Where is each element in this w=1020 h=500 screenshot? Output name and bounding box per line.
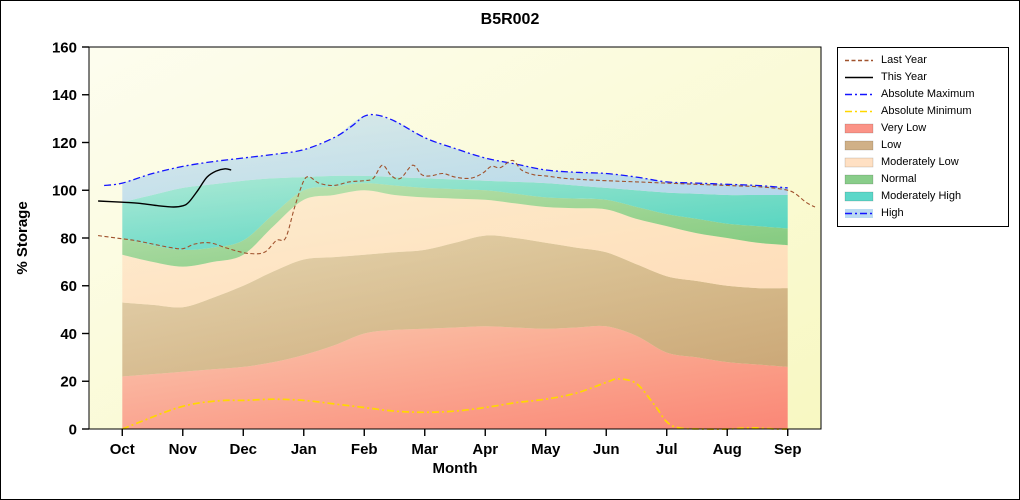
y-axis: 0 20 40 60 80 100 120 140 160 [52, 39, 89, 438]
legend-label: Moderately High [881, 190, 962, 202]
legend-swatch-this-year [845, 76, 873, 79]
legend-item: Absolute Maximum [844, 86, 1002, 103]
x-tick-label: Aug [713, 441, 742, 458]
y-tick-label: 120 [52, 135, 77, 152]
legend-item: Normal [844, 171, 1002, 188]
y-tick-label: 40 [60, 326, 77, 343]
y-tick-label: 60 [60, 278, 77, 295]
legend-item: Absolute Minimum [844, 103, 1002, 120]
band-normal [122, 183, 788, 267]
legend-label: High [881, 207, 904, 219]
x-tick-label: Sep [774, 441, 802, 458]
x-tick-label: Jan [291, 441, 317, 458]
x-tick-label: Apr [472, 441, 498, 458]
legend-label: Absolute Maximum [881, 88, 975, 100]
x-axis-title: Month [433, 460, 478, 477]
x-axis: Oct Nov Dec Jan Feb Mar Apr May Jun Jul Aug Sep [110, 429, 802, 458]
legend-item: Moderately Low [844, 154, 1002, 171]
y-tick-label: 20 [60, 374, 77, 391]
x-tick-label: May [531, 441, 561, 458]
legend-label: Normal [881, 173, 917, 185]
legend-swatch-normal [844, 174, 874, 185]
x-tick-label: Dec [229, 441, 257, 458]
legend-swatch-low [844, 140, 874, 151]
absolute-maximum-line [104, 113, 788, 189]
x-tick-label: Mar [411, 441, 438, 458]
absolute-minimum-line [121, 378, 788, 430]
band-moderately-low [122, 190, 788, 308]
legend-label: This Year [881, 71, 927, 83]
legend-item: High [844, 205, 1002, 222]
legend-swatch-very-low [844, 123, 874, 134]
legend-label: Absolute Minimum [881, 105, 972, 117]
legend-swatch-absolute-minimum [845, 110, 873, 113]
legend-item: Moderately High [844, 188, 1002, 205]
y-tick-label: 80 [60, 230, 77, 247]
legend-label: Very Low [881, 122, 927, 134]
band-very-low [122, 325, 788, 429]
legend-item: This Year [844, 69, 1002, 86]
band-high [122, 115, 788, 203]
legend-swatch-absolute-maximum [845, 93, 873, 96]
y-axis-title: % Storage [14, 201, 31, 274]
band-moderately-high [122, 175, 788, 250]
x-tick-label: Oct [110, 441, 135, 458]
last-year-line [98, 159, 816, 255]
x-tick-label: Feb [351, 441, 378, 458]
y-tick-label: 0 [69, 421, 77, 438]
y-tick-label: 140 [52, 87, 77, 104]
chart-legend: Last Year This Year Absolute Maximum Absolu… [837, 47, 1009, 227]
legend-swatch-last-year [845, 59, 873, 62]
legend-item: Last Year [844, 52, 1002, 69]
legend-swatch-moderately-low [844, 157, 874, 168]
x-tick-label: Jun [593, 441, 620, 458]
legend-label: Low [881, 139, 902, 151]
x-tick-label: Jul [656, 441, 678, 458]
legend-swatch-moderately-high [844, 191, 874, 202]
this-year-line [98, 168, 232, 208]
legend-item: Low [844, 137, 1002, 154]
legend-item: Very Low [844, 120, 1002, 137]
y-tick-label: 100 [52, 183, 77, 200]
band-low [122, 235, 788, 377]
chart-title: B5R002 [480, 11, 540, 28]
legend-swatch-high [845, 209, 873, 218]
y-tick-label: 160 [52, 39, 77, 56]
x-tick-label: Nov [169, 441, 198, 458]
legend-label: Last Year [881, 54, 927, 66]
legend-label: Moderately Low [881, 156, 959, 168]
